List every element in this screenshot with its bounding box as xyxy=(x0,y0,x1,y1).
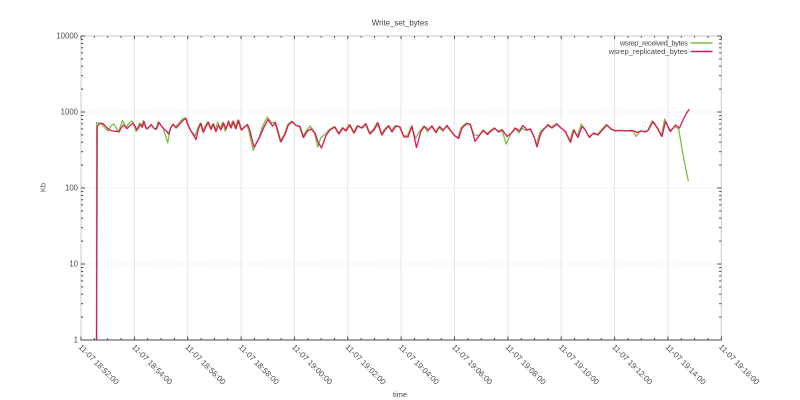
svg-text:wsrep_received_bytes: wsrep_received_bytes xyxy=(619,39,688,48)
svg-text:Kb: Kb xyxy=(39,183,48,192)
svg-text:100: 100 xyxy=(65,184,79,193)
svg-text:1000: 1000 xyxy=(61,108,79,117)
svg-text:10: 10 xyxy=(69,260,78,269)
svg-text:10000: 10000 xyxy=(56,32,78,41)
svg-text:time: time xyxy=(393,390,407,399)
svg-text:wsrep_replicated_bytes: wsrep_replicated_bytes xyxy=(608,47,688,56)
svg-text:Write_set_bytes: Write_set_bytes xyxy=(372,19,428,28)
svg-text:1: 1 xyxy=(74,336,78,345)
